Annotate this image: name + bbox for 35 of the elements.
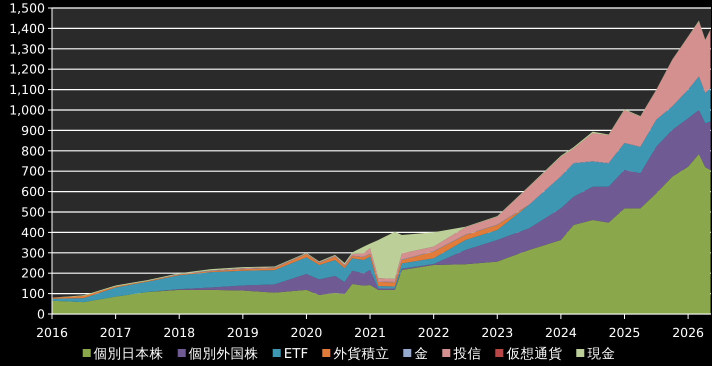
x-tick-label: 2023 xyxy=(481,325,514,340)
x-tick-label: 2024 xyxy=(544,325,577,340)
y-tick-label: 700 xyxy=(21,164,46,179)
x-tick-label: 2019 xyxy=(226,325,259,340)
legend-label: 金 xyxy=(414,346,428,362)
y-tick-label: 900 xyxy=(21,122,46,138)
x-tick-label: 2025 xyxy=(608,325,640,340)
x-tick-label: 2016 xyxy=(36,325,68,340)
x-tick-label: 2020 xyxy=(290,325,322,340)
legend-label: ETF xyxy=(284,346,308,362)
y-tick-label: 1,200 xyxy=(9,62,46,77)
y-tick-label: 1,500 xyxy=(9,0,46,16)
y-tick-label: 800 xyxy=(21,143,46,158)
y-tick-label: 1,400 xyxy=(9,20,46,36)
y-tick-label: 300 xyxy=(21,245,46,260)
y-tick-label: 200 xyxy=(21,266,46,281)
y-tick-label: 500 xyxy=(21,204,46,220)
y-tick-label: 0 xyxy=(37,306,46,322)
legend-label: 投信 xyxy=(452,346,482,362)
legend-label: 個別外国株 xyxy=(188,346,259,362)
y-tick-label: 1,100 xyxy=(9,82,46,98)
y-tick-label: 600 xyxy=(21,184,46,200)
y-tick-label: 100 xyxy=(21,286,46,302)
legend-label: 個別日本株 xyxy=(94,346,164,362)
legend-label: 外貨積立 xyxy=(333,346,390,362)
x-tick-label: 2022 xyxy=(418,325,450,340)
legend-label: 仮想通貨 xyxy=(505,346,562,362)
x-tick-label: 2021 xyxy=(354,325,386,340)
x-tick-label: 2017 xyxy=(100,325,132,340)
legend-label: 現金 xyxy=(587,346,616,362)
y-tick-label: 1,300 xyxy=(9,41,46,56)
x-tick-label: 2018 xyxy=(163,325,196,340)
x-tick-label: 2026 xyxy=(672,325,704,340)
y-tick-label: 400 xyxy=(21,224,46,240)
y-tick-label: 1,000 xyxy=(9,102,46,118)
